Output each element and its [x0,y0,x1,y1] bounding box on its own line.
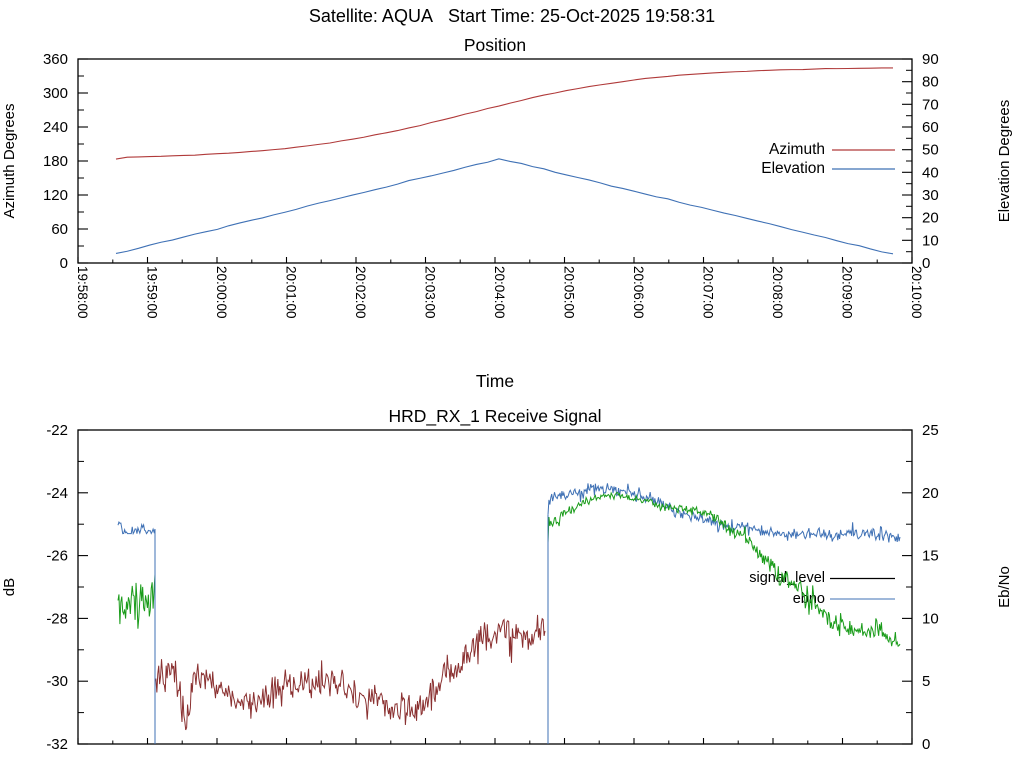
svg-text:Azimuth: Azimuth [769,141,825,158]
svg-text:-32: -32 [46,736,68,753]
svg-text:-26: -26 [46,548,68,565]
svg-text:Elevation: Elevation [761,160,825,177]
svg-text:20:00:00: 20:00:00 [214,266,229,319]
svg-text:dB: dB [1,578,18,596]
svg-text:60: 60 [51,221,68,238]
svg-text:Eb/No: Eb/No [996,566,1013,608]
svg-text:300: 300 [43,85,68,102]
svg-text:Azimuth Degrees: Azimuth Degrees [1,103,18,218]
svg-text:0: 0 [922,736,930,753]
svg-text:20:09:00: 20:09:00 [840,266,855,319]
svg-text:Satellite: AQUA Start Time:: Satellite: AQUA Start Time: 25-Oct-2025 … [309,6,715,26]
svg-text:40: 40 [922,164,939,181]
svg-text:20: 20 [922,210,939,227]
svg-text:5: 5 [922,673,930,690]
svg-text:-28: -28 [46,610,68,627]
svg-text:20:02:00: 20:02:00 [353,266,368,319]
svg-text:20:08:00: 20:08:00 [770,266,785,319]
svg-text:19:58:00: 19:58:00 [75,266,90,319]
svg-text:10: 10 [922,610,939,627]
svg-text:20:05:00: 20:05:00 [562,266,577,319]
svg-text:360: 360 [43,51,68,68]
svg-text:240: 240 [43,119,68,136]
svg-text:-22: -22 [46,422,68,439]
svg-text:Time: Time [476,371,514,391]
svg-text:30: 30 [922,187,939,204]
svg-text:19:59:00: 19:59:00 [145,266,160,319]
svg-text:20:03:00: 20:03:00 [423,266,438,319]
svg-text:60: 60 [922,119,939,136]
svg-text:180: 180 [43,153,68,170]
svg-text:120: 120 [43,187,68,204]
svg-text:20: 20 [922,485,939,502]
svg-text:15: 15 [922,548,939,565]
svg-text:90: 90 [922,51,939,68]
svg-text:Elevation Degrees: Elevation Degrees [996,100,1013,223]
svg-text:Position: Position [464,35,526,55]
svg-text:80: 80 [922,74,939,91]
svg-text:20:07:00: 20:07:00 [701,266,716,319]
svg-text:-24: -24 [46,485,68,502]
svg-text:HRD_RX_1 Receive Signal: HRD_RX_1 Receive Signal [388,406,601,427]
svg-text:25: 25 [922,422,939,439]
svg-text:0: 0 [60,255,68,272]
svg-text:20:10:00: 20:10:00 [909,266,924,319]
svg-text:70: 70 [922,96,939,113]
svg-text:20:04:00: 20:04:00 [492,266,507,319]
svg-text:50: 50 [922,142,939,159]
svg-text:20:01:00: 20:01:00 [284,266,299,319]
svg-text:20:06:00: 20:06:00 [631,266,646,319]
svg-text:-30: -30 [46,673,68,690]
svg-text:10: 10 [922,232,939,249]
